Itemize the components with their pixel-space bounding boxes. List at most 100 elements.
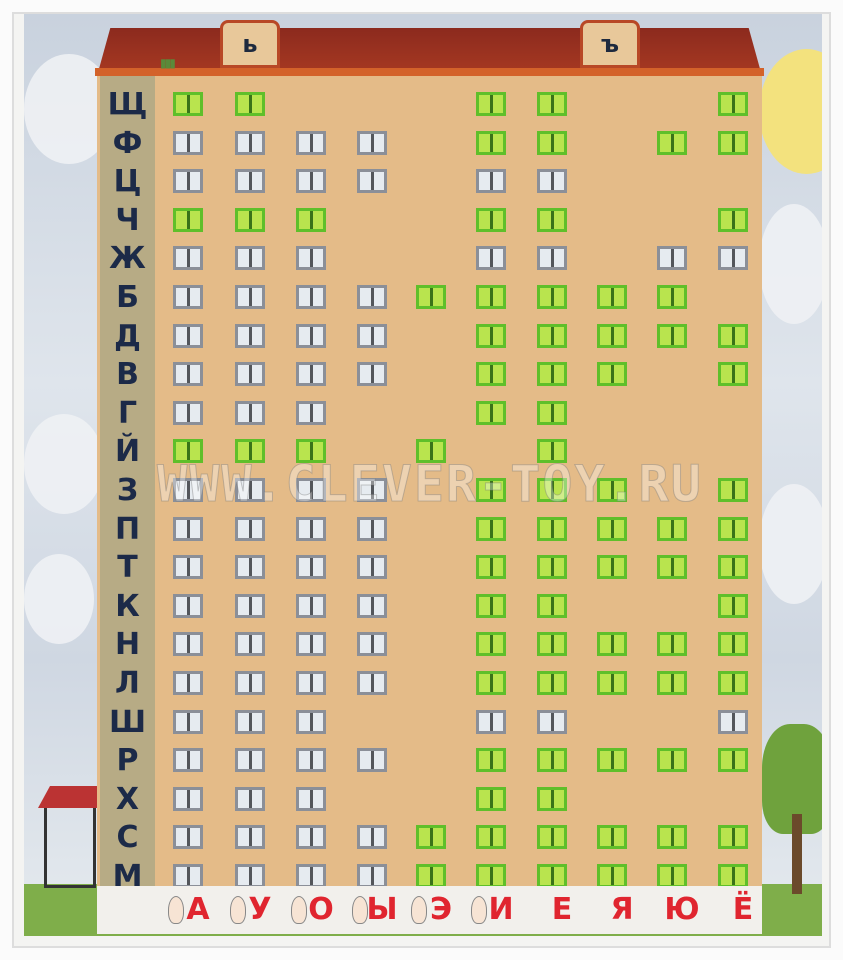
gray-window xyxy=(296,864,326,888)
gray-window xyxy=(296,130,326,155)
gray-window xyxy=(235,516,265,541)
consonant-letter: Б xyxy=(116,280,139,315)
green-window xyxy=(657,130,687,155)
gray-window xyxy=(235,130,265,155)
gray-window xyxy=(537,709,567,734)
cloud xyxy=(759,484,822,604)
gray-window xyxy=(296,516,326,541)
green-window xyxy=(718,555,748,580)
green-window xyxy=(296,207,326,232)
vowel-letter: Я xyxy=(610,892,634,927)
gray-window xyxy=(173,709,203,734)
gray-window xyxy=(173,864,203,888)
green-window xyxy=(537,362,567,387)
vowel-letter: Ы xyxy=(366,892,398,927)
gray-window xyxy=(235,671,265,695)
green-window xyxy=(476,130,506,155)
green-window xyxy=(597,285,627,309)
gray-window xyxy=(357,130,387,155)
gray-window xyxy=(357,323,387,348)
green-window xyxy=(476,92,506,116)
tree-trunk xyxy=(792,814,802,894)
gray-window xyxy=(537,246,567,271)
green-window xyxy=(718,748,748,773)
green-window xyxy=(597,323,627,348)
vowel-letter: Ё xyxy=(732,892,754,927)
green-window xyxy=(537,825,567,850)
consonant-letter: Г xyxy=(117,395,138,431)
green-window xyxy=(657,748,687,773)
green-window xyxy=(476,593,506,618)
gray-window xyxy=(296,400,326,425)
green-window xyxy=(657,285,687,309)
gray-window xyxy=(296,169,326,194)
gray-window xyxy=(235,246,265,271)
vowel-letter: У xyxy=(248,892,272,927)
green-window xyxy=(476,671,506,695)
gray-window xyxy=(235,169,265,194)
chimney-icon: ▮▮▮ xyxy=(160,56,176,70)
green-window xyxy=(718,92,748,116)
gray-window xyxy=(357,285,387,309)
vowel-letter: Е xyxy=(551,892,573,927)
green-window xyxy=(597,555,627,580)
consonant-letter: Щ xyxy=(107,87,148,122)
gray-window xyxy=(357,478,387,502)
gray-window xyxy=(357,555,387,580)
gray-window xyxy=(357,632,387,657)
gray-window xyxy=(296,709,326,734)
gray-window xyxy=(235,400,265,425)
gray-window xyxy=(173,285,203,309)
vowel-letter: И xyxy=(488,892,514,927)
roof-edge xyxy=(95,68,764,76)
green-window xyxy=(416,439,446,464)
consonant-letter: С xyxy=(116,820,139,856)
gray-window xyxy=(235,709,265,734)
gray-window xyxy=(296,478,326,502)
green-window xyxy=(537,864,567,888)
green-window xyxy=(476,362,506,387)
green-window xyxy=(657,825,687,850)
green-window xyxy=(173,207,203,232)
consonant-letter: Ч xyxy=(115,202,140,238)
vowel-letter: Ю xyxy=(664,892,700,927)
articulation-face-icon xyxy=(291,896,307,924)
green-window xyxy=(537,593,567,618)
gray-window xyxy=(296,555,326,580)
gray-window xyxy=(235,825,265,850)
consonant-letter: Ж xyxy=(109,241,146,277)
green-window xyxy=(235,207,265,232)
gray-window xyxy=(476,709,506,734)
green-window xyxy=(597,825,627,850)
green-window xyxy=(718,207,748,232)
gray-window xyxy=(235,864,265,888)
green-window xyxy=(537,748,567,773)
green-window xyxy=(597,671,627,695)
green-window xyxy=(476,400,506,425)
green-window xyxy=(597,362,627,387)
green-window xyxy=(718,478,748,502)
gray-window xyxy=(173,516,203,541)
green-window xyxy=(476,516,506,541)
green-window xyxy=(657,632,687,657)
articulation-face-icon xyxy=(411,896,427,924)
consonant-letter: З xyxy=(116,473,139,508)
green-window xyxy=(718,130,748,155)
consonant-letter: Н xyxy=(114,627,141,663)
gray-window xyxy=(357,593,387,618)
consonant-column xyxy=(100,76,155,886)
gray-window xyxy=(235,362,265,387)
gray-window xyxy=(235,786,265,811)
cloud xyxy=(24,414,104,514)
dormer-hard-sign: ъ xyxy=(580,20,640,68)
dormer-soft-sign: ь xyxy=(220,20,280,68)
gray-window xyxy=(718,709,748,734)
consonant-letter: К xyxy=(115,588,140,624)
green-window xyxy=(537,516,567,541)
green-window xyxy=(476,632,506,657)
green-window xyxy=(235,439,265,464)
sun xyxy=(759,49,822,174)
gray-window xyxy=(357,169,387,194)
gray-window xyxy=(296,285,326,309)
